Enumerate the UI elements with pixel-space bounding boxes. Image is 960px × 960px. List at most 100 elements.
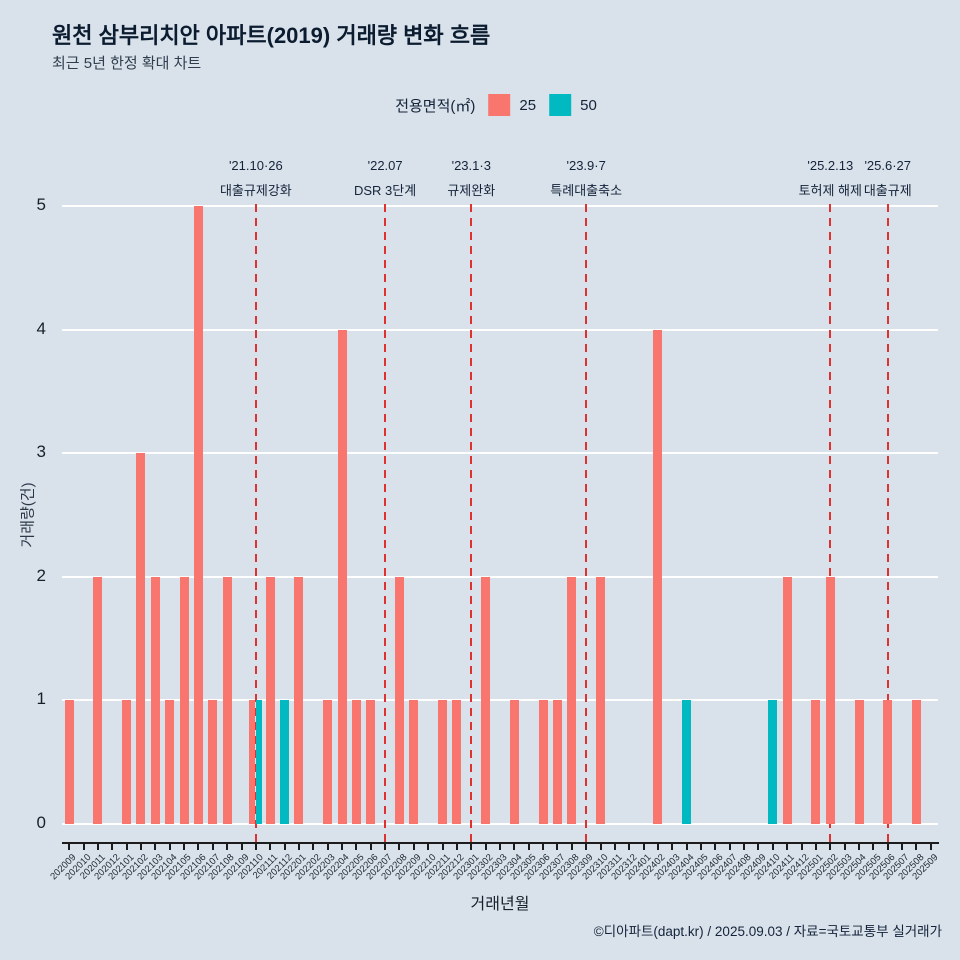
bar-25-202208 xyxy=(394,576,404,824)
x-tick xyxy=(858,844,861,850)
x-tick xyxy=(326,844,329,850)
bar-25-202508 xyxy=(911,700,921,824)
x-tick xyxy=(599,844,602,850)
page-title: 원천 삼부리치안 아파트(2019) 거래량 변화 흐름 xyxy=(52,23,491,48)
event-date: '23.1·3 xyxy=(451,158,491,173)
gridline-y2 xyxy=(62,575,938,578)
bar-25-202102 xyxy=(136,453,146,824)
x-tick xyxy=(455,844,458,850)
x-tick xyxy=(513,844,516,850)
x-tick xyxy=(886,844,889,850)
legend-title: 전용면적(㎡) xyxy=(395,97,476,115)
x-tick xyxy=(312,844,315,850)
bar-50-202410 xyxy=(768,700,778,824)
bar-25-202101 xyxy=(122,700,132,824)
gridline-y0 xyxy=(62,823,938,825)
bar-25-202212 xyxy=(452,700,462,824)
event-date: '25.2.13 xyxy=(807,158,854,173)
event-line-202110 xyxy=(254,204,257,844)
x-tick xyxy=(427,844,430,850)
event-line-202207 xyxy=(384,204,387,844)
event-label: 토허제 해제 xyxy=(798,183,862,198)
x-tick xyxy=(168,844,171,850)
event-date: '21.10·26 xyxy=(228,158,283,173)
bar-50-202404 xyxy=(682,700,692,824)
plot-area xyxy=(62,205,938,825)
event-label: 대출규제강화 xyxy=(219,183,292,198)
y-tick-label: 4 xyxy=(36,318,46,338)
x-tick xyxy=(470,844,473,850)
x-tick xyxy=(656,844,659,850)
event-label: 특례대출축소 xyxy=(550,183,623,198)
legend-label-25: 25 xyxy=(519,96,537,114)
page-subtitle: 최근 5년 한정 확대 차트 xyxy=(52,55,202,72)
x-tick xyxy=(829,844,832,850)
bar-25-202506 xyxy=(883,700,893,824)
x-tick xyxy=(786,844,789,850)
x-tick xyxy=(570,844,573,850)
x-tick xyxy=(369,844,372,850)
bar-25-202304 xyxy=(509,700,519,824)
x-tick xyxy=(125,844,128,850)
x-tick xyxy=(628,844,631,850)
x-tick xyxy=(800,844,803,850)
bar-25-202205 xyxy=(351,700,361,824)
bar-25-202011 xyxy=(93,576,103,824)
bar-25-202211 xyxy=(438,700,448,824)
x-tick xyxy=(642,844,645,850)
bar-25-202209 xyxy=(409,700,419,824)
bar-25-202105 xyxy=(179,576,189,824)
x-axis-line xyxy=(62,842,939,844)
legend-swatch-25-icon xyxy=(488,94,511,116)
x-tick xyxy=(671,844,674,850)
event-line-202301 xyxy=(470,204,473,844)
bar-25-202203 xyxy=(323,700,333,824)
bar-25-202103 xyxy=(150,576,160,824)
bar-25-202402 xyxy=(653,329,663,824)
gridline-y5 xyxy=(62,205,938,207)
x-tick xyxy=(297,844,300,850)
bar-25-202104 xyxy=(165,700,175,824)
legend-swatch-50-icon xyxy=(549,94,572,116)
x-tick xyxy=(700,844,703,850)
x-tick xyxy=(771,844,774,850)
x-tick xyxy=(929,844,932,850)
x-tick xyxy=(901,844,904,850)
footer-credit: ©디아파트(dapt.kr) / 2025.09.03 / 자료=국토교통부 실… xyxy=(593,924,942,939)
x-tick xyxy=(341,844,344,850)
bar-25-202111 xyxy=(265,576,275,824)
x-tick xyxy=(757,844,760,850)
gridline-y4 xyxy=(62,328,938,331)
event-line-202309 xyxy=(585,204,588,844)
event-label: DSR 3단계 xyxy=(354,183,417,198)
event-label: 규제완화 xyxy=(447,183,496,198)
x-tick xyxy=(743,844,746,850)
x-tick xyxy=(441,844,444,850)
x-tick xyxy=(183,844,186,850)
bar-25-202501 xyxy=(811,700,821,824)
x-tick xyxy=(484,844,487,850)
x-tick xyxy=(527,844,530,850)
x-tick xyxy=(269,844,272,850)
x-tick xyxy=(915,844,918,850)
bar-50-202112 xyxy=(280,700,290,824)
x-tick xyxy=(82,844,85,850)
event-line-202506 xyxy=(886,204,889,844)
x-axis-title: 거래년월 xyxy=(470,896,530,913)
y-tick-label: 3 xyxy=(36,442,46,462)
x-tick xyxy=(96,844,99,850)
y-tick-label: 1 xyxy=(36,689,46,709)
legend-item-25: 25 xyxy=(488,94,536,116)
x-tick xyxy=(240,844,243,850)
bar-25-202302 xyxy=(481,576,491,824)
bar-25-202308 xyxy=(567,576,577,824)
event-date: '25.6·27 xyxy=(864,158,912,173)
gridline-y3 xyxy=(62,452,938,455)
bar-25-202502 xyxy=(825,576,835,824)
x-tick xyxy=(843,844,846,850)
x-tick xyxy=(398,844,401,850)
x-tick xyxy=(613,844,616,850)
x-tick xyxy=(68,844,71,850)
x-tick xyxy=(283,844,286,850)
